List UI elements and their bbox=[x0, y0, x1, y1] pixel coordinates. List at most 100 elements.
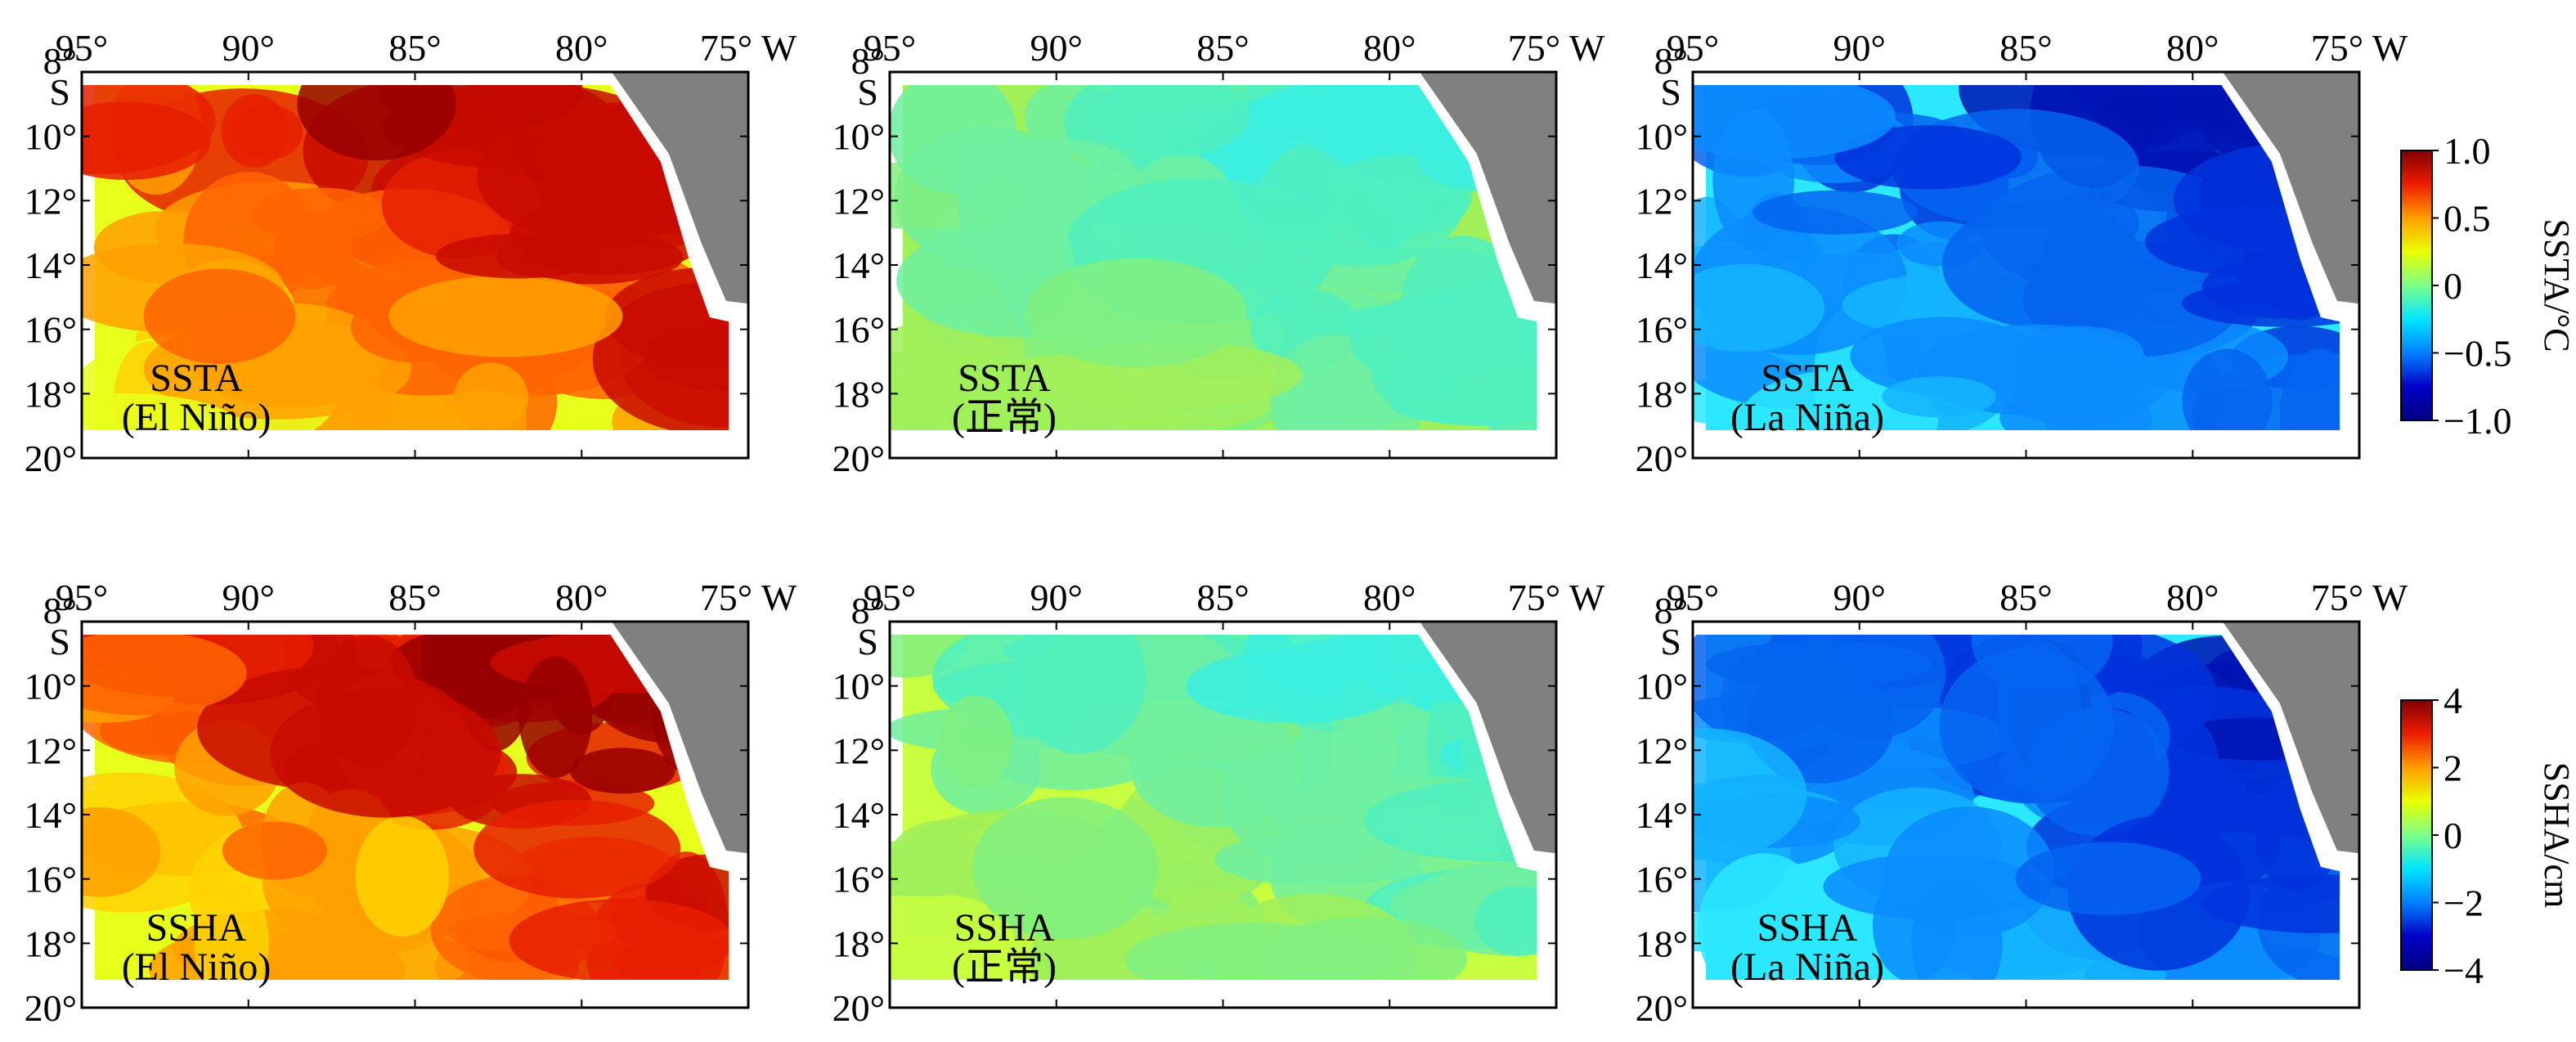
lat-tick-label: 12° bbox=[832, 180, 885, 222]
lon-tick-label: 75° W bbox=[700, 577, 797, 618]
lon-tick-label: 75° W bbox=[2311, 27, 2408, 69]
colorbar-gradient bbox=[2400, 150, 2433, 421]
lat-tick-label: 16° bbox=[25, 859, 77, 901]
lat-tick-label: 16° bbox=[832, 309, 885, 351]
lon-tick-label: 95° bbox=[864, 27, 916, 69]
lat-tick-label: 14° bbox=[25, 794, 77, 836]
contour-blob bbox=[297, 72, 456, 161]
contour-blob bbox=[1371, 325, 1556, 426]
lon-tick-label: 90° bbox=[1833, 577, 1886, 618]
lon-tick-label: 80° bbox=[555, 577, 608, 618]
lat-tick-label: 16° bbox=[832, 859, 885, 901]
lat-tick-label: 18° bbox=[832, 373, 885, 415]
contour-blob bbox=[1129, 706, 1303, 828]
contour-blob bbox=[454, 362, 528, 433]
panel-label-variable: SSTA bbox=[1761, 357, 1854, 400]
lon-tick-label: 85° bbox=[1196, 27, 1249, 69]
contour-blob bbox=[1971, 622, 2113, 695]
land-south-america bbox=[2222, 72, 2359, 304]
contour-blob bbox=[1706, 640, 1933, 688]
contour-blob bbox=[473, 799, 681, 899]
contour-blob bbox=[270, 688, 501, 818]
lon-tick-label: 75° W bbox=[2311, 577, 2408, 618]
contour-blob bbox=[1882, 376, 1996, 418]
lon-tick-label: 90° bbox=[222, 27, 275, 69]
panel-label-state: (El Niño) bbox=[122, 945, 272, 989]
colorbar-title: SSTA/°C bbox=[2537, 218, 2576, 352]
contour-blob bbox=[1693, 910, 1870, 954]
map-panel-ssha-0: 95° 90° 85° 80° 75° W 8°S10° 12° 14° 16° 18° 20° SS… bbox=[25, 577, 797, 1029]
lat-tick-label: 10° bbox=[832, 666, 885, 707]
contour-blob bbox=[435, 234, 600, 279]
lat-hemisphere-label: S bbox=[49, 71, 70, 113]
contour-blob bbox=[2163, 765, 2237, 824]
contour-blob bbox=[143, 268, 296, 364]
map-panel-ssha-1: 95° 90° 85° 80° 75° W 8°S10° 12° 14° 16° 18° 20° SS… bbox=[832, 577, 1605, 1029]
contour-blob bbox=[1090, 74, 1250, 157]
panel-label-state: (El Niño) bbox=[122, 396, 272, 439]
lat-tick-label: 14° bbox=[832, 245, 885, 286]
contour-blob bbox=[890, 72, 1016, 194]
panel-label-variable: SSTA bbox=[150, 357, 243, 400]
contour-blob bbox=[518, 656, 593, 778]
panel-label-state: (La Niña) bbox=[1730, 945, 1884, 989]
lon-tick-label: 95° bbox=[864, 577, 916, 618]
lat-tick-label: 12° bbox=[1636, 180, 1688, 222]
contour-blob bbox=[82, 631, 247, 716]
lat-hemisphere-label: S bbox=[857, 71, 878, 113]
contour-blob bbox=[938, 694, 1013, 788]
lat-tick-label: 20° bbox=[1636, 438, 1688, 479]
lon-tick-label: 80° bbox=[2166, 577, 2219, 618]
lon-tick-label: 90° bbox=[222, 577, 275, 618]
contour-blob bbox=[1270, 334, 1390, 458]
contour-blob bbox=[1693, 263, 1824, 353]
lat-tick-label: 20° bbox=[25, 438, 77, 479]
contour-blob bbox=[2015, 842, 2201, 915]
lat-hemisphere-label: S bbox=[857, 621, 878, 662]
contour-blob bbox=[644, 324, 748, 390]
lon-tick-label: 85° bbox=[1196, 577, 1249, 618]
lat-tick-label: 10° bbox=[25, 116, 77, 158]
lon-tick-label: 75° W bbox=[1508, 577, 1605, 618]
lat-tick-label: 18° bbox=[1636, 923, 1688, 964]
colorbar-tick-label: 4 bbox=[2444, 680, 2462, 721]
contour-blob bbox=[1025, 258, 1247, 368]
colorbar-tick-label: −0.5 bbox=[2444, 333, 2511, 375]
contour-blob bbox=[1339, 299, 1556, 343]
lon-tick-label: 75° W bbox=[1508, 27, 1605, 69]
contour-blob bbox=[388, 275, 623, 357]
colorbar-tick-label: 0.5 bbox=[2444, 198, 2491, 240]
panel-label-variable: SSTA bbox=[958, 357, 1051, 400]
lon-tick-label: 90° bbox=[1030, 27, 1083, 69]
land-south-america bbox=[1419, 622, 1556, 854]
contour-blob bbox=[972, 797, 1159, 940]
lat-tick-label: 8° bbox=[851, 590, 885, 631]
lat-tick-label: 10° bbox=[1636, 116, 1688, 158]
panel-label-state: (正常) bbox=[952, 945, 1057, 989]
lat-hemisphere-label: S bbox=[49, 621, 70, 662]
lat-hemisphere-label: S bbox=[1660, 71, 1681, 113]
lon-tick-label: 85° bbox=[388, 27, 441, 69]
land-south-america bbox=[1419, 72, 1556, 304]
lon-tick-label: 85° bbox=[1999, 577, 2052, 618]
contour-blob bbox=[1752, 190, 1918, 235]
lat-tick-label: 12° bbox=[1636, 730, 1688, 771]
lat-tick-label: 18° bbox=[832, 923, 885, 964]
contour-blob bbox=[1259, 917, 1468, 1001]
contour-blob bbox=[355, 815, 450, 937]
lat-tick-label: 14° bbox=[1636, 794, 1688, 836]
lat-tick-label: 14° bbox=[832, 794, 885, 836]
panel-label-variable: SSHA bbox=[1757, 906, 1858, 950]
lat-tick-label: 20° bbox=[832, 438, 885, 479]
lon-tick-label: 95° bbox=[1667, 577, 1719, 618]
map-panel-ssta-0: 95° 90° 85° 80° 75° W 8°S10° 12° 14° 16° 18° 20° SS… bbox=[25, 27, 797, 479]
land-south-america bbox=[2222, 622, 2359, 854]
lat-tick-label: 18° bbox=[1636, 373, 1688, 415]
lat-tick-label: 16° bbox=[25, 309, 77, 351]
panel-label-state: (正常) bbox=[952, 396, 1057, 439]
lat-tick-label: 16° bbox=[1636, 859, 1688, 901]
contour-blob bbox=[222, 821, 328, 880]
colorbar-tick-label: 0 bbox=[2444, 815, 2462, 856]
lon-tick-label: 80° bbox=[1363, 577, 1416, 618]
lat-tick-label: 18° bbox=[25, 923, 77, 964]
